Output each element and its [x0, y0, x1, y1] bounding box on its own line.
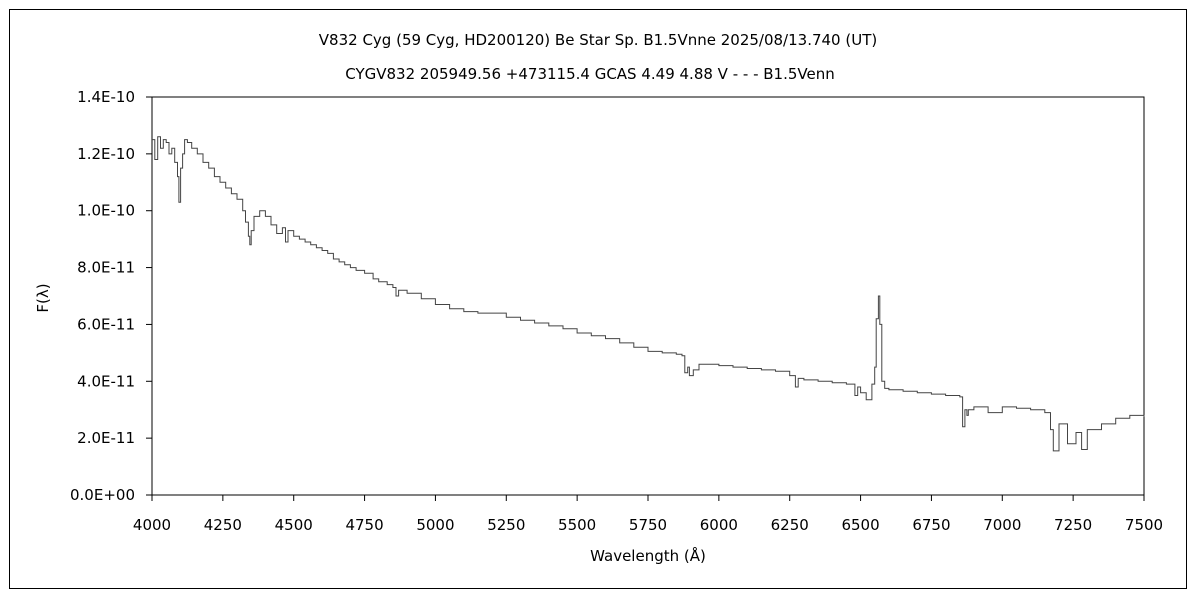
x-tick-label: 5250	[487, 516, 525, 534]
y-tick-label: 0.0E+00	[70, 486, 135, 504]
x-tick-label: 7250	[1054, 516, 1092, 534]
x-tick-label: 4750	[345, 516, 383, 534]
y-tick-label: 4.0E-11	[77, 372, 135, 390]
plot-area	[151, 96, 1145, 496]
y-axis: 0.0E+00 2.0E-11 4.0E-11 6.0E-11 8.0E-11 1.0E-…	[70, 88, 152, 504]
x-axis-label: Wavelength (Å)	[590, 546, 706, 565]
x-tick-label: 7500	[1125, 516, 1163, 534]
x-tick-label: 4500	[275, 516, 313, 534]
y-tick-label: 8.0E-11	[77, 259, 135, 277]
y-tick-label: 2.0E-11	[77, 429, 135, 447]
x-tick-label: 6250	[771, 516, 809, 534]
y-axis-label: F(λ)	[34, 283, 52, 312]
x-tick-label: 5750	[629, 516, 667, 534]
y-tick-label: 1.4E-10	[77, 88, 135, 106]
chart-title: V832 Cyg (59 Cyg, HD200120) Be Star Sp. …	[319, 31, 877, 49]
y-tick-label: 6.0E-11	[77, 315, 135, 333]
x-tick-label: 6000	[700, 516, 738, 534]
x-tick-label: 7000	[983, 516, 1021, 534]
chart-subtitle: CYGV832 205949.56 +473115.4 GCAS 4.49 4.…	[345, 65, 835, 83]
y-tick-label: 1.2E-10	[77, 145, 135, 163]
spectrum-series-line	[152, 136, 1145, 452]
y-tick-label: 1.0E-10	[77, 202, 135, 220]
x-tick-label: 5500	[558, 516, 596, 534]
x-axis: 4000 4250 4500 4750 5000 5250 5500 5750 6000 6250…	[133, 495, 1163, 534]
x-tick-label: 4250	[204, 516, 242, 534]
x-tick-label: 6500	[841, 516, 879, 534]
x-tick-label: 4000	[133, 516, 171, 534]
chart-frame	[9, 9, 1187, 589]
x-tick-label: 6750	[912, 516, 950, 534]
x-tick-label: 5000	[416, 516, 454, 534]
